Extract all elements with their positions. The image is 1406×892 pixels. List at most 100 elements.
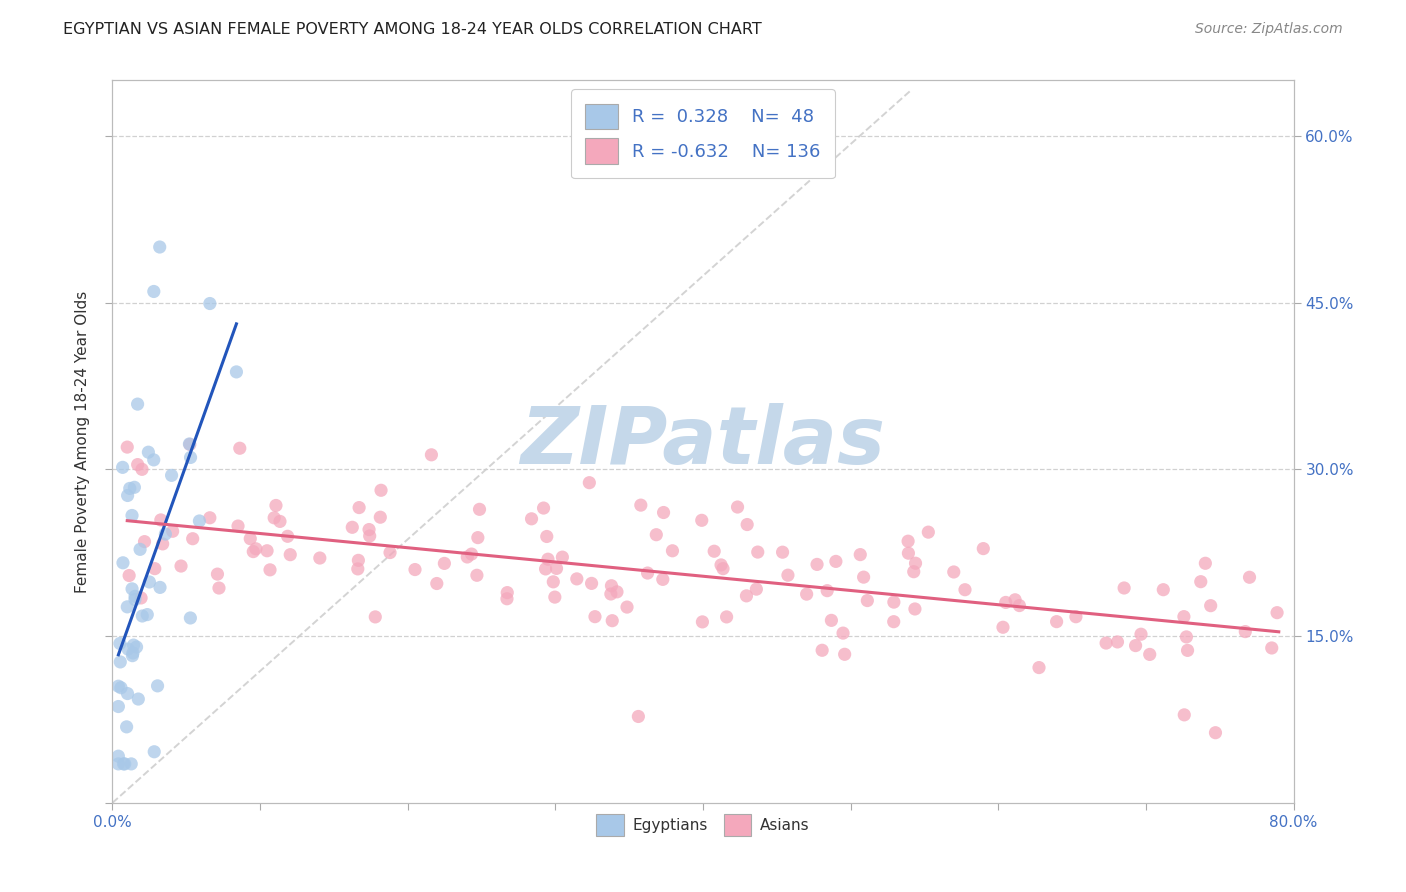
Point [264, 499, 287, 513]
Point [627, 709, 650, 723]
Point [107, 679, 129, 693]
Point [903, 565, 925, 579]
Point [832, 626, 855, 640]
Point [136, 607, 159, 622]
Point [460, 547, 482, 561]
Point [735, 517, 758, 532]
Point [342, 520, 364, 534]
Point [520, 512, 543, 526]
Point [188, 514, 211, 528]
Point [146, 679, 169, 693]
Point [433, 557, 456, 571]
Point [1189, 574, 1212, 589]
Point [1008, 599, 1031, 613]
Point [820, 613, 842, 627]
Point [122, 646, 145, 660]
Point [347, 553, 370, 567]
Point [606, 585, 628, 599]
Point [129, 591, 152, 605]
Point [124, 480, 146, 494]
Point [1265, 606, 1288, 620]
Point [143, 561, 166, 575]
Point [711, 562, 734, 576]
Point [747, 545, 769, 559]
Point [162, 524, 184, 539]
Point [467, 531, 489, 545]
Point [152, 537, 174, 551]
Point [118, 482, 141, 496]
Point [370, 483, 392, 498]
Point [160, 468, 183, 483]
Point [727, 500, 749, 514]
Point [118, 568, 141, 582]
Point [121, 508, 143, 523]
Point [117, 687, 139, 701]
Point [1194, 556, 1216, 570]
Point [630, 498, 652, 512]
Point [600, 614, 623, 628]
Point [346, 562, 368, 576]
Point [583, 609, 606, 624]
Point [543, 574, 565, 589]
Point [117, 440, 138, 454]
Point [1173, 707, 1195, 722]
Text: ZIPatlas: ZIPatlas [520, 402, 886, 481]
Point [179, 611, 201, 625]
Point [772, 545, 794, 559]
Point [834, 648, 856, 662]
Point [117, 642, 139, 657]
Point [149, 513, 172, 527]
Point [179, 437, 201, 451]
Point [110, 681, 132, 695]
Point [115, 720, 138, 734]
Point [359, 529, 381, 543]
Point [207, 567, 229, 582]
Point [1130, 627, 1153, 641]
Point [121, 648, 143, 663]
Point [496, 585, 519, 599]
Point [456, 549, 478, 564]
Point [600, 579, 623, 593]
Point [180, 450, 202, 465]
Point [149, 581, 172, 595]
Point [181, 532, 204, 546]
Point [852, 570, 875, 584]
Point [1107, 635, 1129, 649]
Point [121, 582, 143, 596]
Point [692, 615, 714, 629]
Point [578, 475, 600, 490]
Point [972, 541, 994, 556]
Legend: Egyptians, Asians: Egyptians, Asians [591, 808, 815, 842]
Point [179, 437, 201, 451]
Point [1139, 648, 1161, 662]
Point [883, 595, 905, 609]
Point [111, 556, 134, 570]
Point [256, 543, 278, 558]
Point [1028, 660, 1050, 674]
Point [263, 511, 285, 525]
Point [796, 587, 818, 601]
Point [1004, 592, 1026, 607]
Point [536, 529, 558, 543]
Point [127, 397, 149, 411]
Point [1173, 609, 1195, 624]
Point [114, 756, 136, 771]
Point [1204, 725, 1226, 739]
Point [468, 502, 491, 516]
Point [229, 442, 252, 456]
Point [170, 559, 193, 574]
Point [138, 574, 160, 589]
Point [534, 562, 557, 576]
Point [149, 240, 172, 254]
Point [551, 550, 574, 565]
Point [131, 609, 153, 624]
Point [226, 519, 249, 533]
Point [378, 545, 401, 559]
Point [1261, 640, 1284, 655]
Point [1064, 609, 1087, 624]
Point [856, 593, 879, 607]
Point [849, 548, 872, 562]
Point [127, 458, 149, 472]
Point [368, 510, 391, 524]
Point [1234, 624, 1257, 639]
